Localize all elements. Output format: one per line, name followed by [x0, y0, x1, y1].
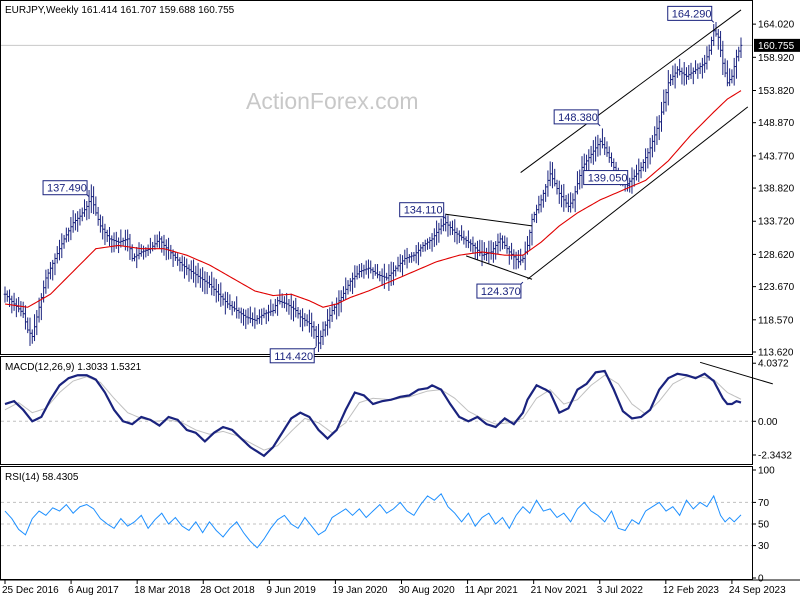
x-tick-label: 24 Sep 2023	[729, 585, 786, 596]
x-tick-label: 9 Jun 2019	[266, 585, 316, 596]
triangle-lower-line	[465, 255, 533, 280]
y-tick-label: 100	[758, 466, 775, 477]
price-label-box	[553, 109, 599, 125]
y-tick-label: 70	[758, 498, 770, 509]
x-tick-label: 19 Jan 2020	[332, 585, 387, 596]
price-label-leader	[627, 184, 631, 187]
price-header: EURJPY,Weekly 161.414 161.707 159.688 16…	[5, 5, 235, 16]
y-tick-label: 0.00	[758, 417, 778, 428]
price-label-leader	[597, 123, 601, 127]
y-tick-label: 128.620	[758, 250, 795, 261]
channel-lower-line	[527, 106, 749, 280]
price-label: 164.290	[667, 5, 715, 23]
x-tick-label: 25 Dec 2016	[2, 585, 59, 596]
y-tick-label: 164.020	[758, 20, 795, 31]
x-tick-label: 28 Oct 2018	[200, 585, 255, 596]
price-label-box	[583, 170, 629, 186]
price-label-box	[269, 348, 315, 364]
price-label-text: 164.290	[672, 8, 712, 20]
price-label-leader	[711, 20, 715, 23]
price-label: 137.490	[42, 180, 90, 198]
macd-header: MACD(12,26,9) 1.3033 1.5321	[5, 362, 142, 373]
price-label: 134.110	[399, 202, 447, 220]
price-label-leader	[86, 194, 90, 198]
y-tick-label: -2.3432	[758, 450, 792, 461]
triangle-upper-line	[445, 213, 533, 227]
y-tick-label: 50	[758, 520, 770, 531]
price-y-axis: 164.020 158.920 153.820 148.870 143.770 138.8…	[752, 20, 795, 359]
current-price-tag-bg	[754, 38, 800, 52]
current-price-tag: 160.755	[754, 38, 800, 52]
rsi-plot	[1, 492, 752, 549]
y-tick-label: 4.0372	[758, 359, 789, 370]
y-tick-label: 148.870	[758, 118, 795, 129]
price-label-box	[399, 202, 445, 218]
y-tick-label: 113.620	[758, 348, 794, 359]
price-panel-frame	[0, 0, 753, 355]
x-tick-label: 21 Nov 2021	[531, 585, 588, 596]
x-tick-label: 3 Jul 2022	[597, 585, 644, 596]
watermark: ActionForex.com	[246, 88, 419, 114]
moving-average-line	[4, 90, 742, 308]
price-label-text: 114.420	[274, 351, 313, 363]
y-tick-label: 0	[758, 574, 764, 585]
price-label-leader	[443, 216, 447, 220]
y-tick-label: 123.670	[758, 282, 795, 293]
panel-frames	[0, 0, 800, 581]
x-tick-label: 12 Feb 2023	[663, 585, 720, 596]
price-label: 114.420	[269, 346, 317, 364]
x-tick-label: 18 Mar 2018	[134, 585, 191, 596]
price-label-box	[667, 5, 713, 21]
macd-trendline	[699, 361, 773, 385]
price-label: 139.050	[583, 170, 631, 187]
y-tick-label: 153.820	[758, 86, 795, 97]
price-label-text: 148.380	[558, 112, 598, 124]
price-label-box	[476, 283, 522, 299]
macd-y-axis: 4.0372 0.00 -2.3432	[752, 359, 792, 461]
y-tick-label: 133.720	[758, 217, 795, 228]
price-label-leader	[313, 346, 317, 350]
price-label-text: 139.050	[588, 173, 628, 185]
rsi-line	[4, 492, 742, 549]
x-tick-label: 6 Aug 2017	[68, 585, 119, 596]
price-label-text: 134.110	[404, 205, 443, 217]
rsi-header: RSI(14) 58.4305	[5, 472, 79, 483]
x-tick-label: 11 Apr 2021	[465, 585, 519, 596]
price-label-text: 137.490	[47, 183, 87, 195]
price-label: 124.370	[476, 281, 524, 299]
macd-panel-frame	[0, 356, 753, 465]
channel-upper-line	[520, 9, 742, 173]
macd-line	[4, 369, 742, 458]
price-label-box	[42, 180, 88, 196]
y-tick-label: 30	[758, 541, 770, 552]
price-plot: 137.490 114.420 134.110 124.370 148.380 139.0…	[1, 5, 752, 364]
y-tick-label: 158.920	[758, 53, 795, 64]
x-tick-label: 30 Aug 2020	[398, 585, 455, 596]
price-label-text: 124.370	[481, 286, 521, 298]
y-tick-label: 138.820	[758, 184, 795, 195]
y-tick-label: 118.570	[758, 315, 794, 326]
y-tick-label: 143.770	[758, 151, 795, 162]
macd-plot	[1, 361, 773, 458]
price-label: 148.380	[553, 109, 601, 127]
rsi-y-axis: 100 70 50 30 0	[752, 466, 775, 585]
price-label-leader	[520, 281, 524, 285]
current-price-value: 160.755	[758, 41, 795, 52]
macd-signal-line	[4, 374, 742, 451]
time-x-axis: 25 Dec 2016 6 Aug 2017 18 Mar 2018 28 Oct 2…	[2, 580, 786, 596]
